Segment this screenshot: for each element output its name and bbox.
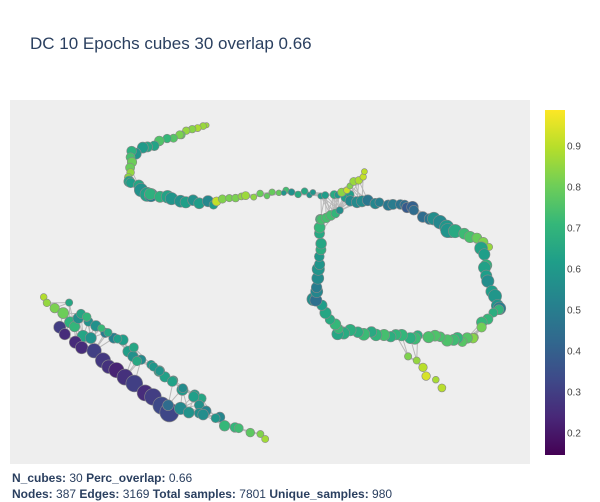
graph-node[interactable] (183, 407, 194, 418)
graph-node[interactable] (264, 193, 270, 199)
graph-node[interactable] (336, 207, 343, 214)
graph-node[interactable] (477, 323, 487, 333)
colorbar-tick-label: 0.9 (567, 141, 581, 152)
unique-samples-value: 980 (372, 487, 392, 501)
colorbar-tick-label: 0.5 (567, 306, 581, 317)
node-layer[interactable] (40, 123, 506, 443)
network-graph[interactable] (10, 100, 530, 464)
edges-label: Edges: (79, 487, 119, 501)
graph-node[interactable] (132, 356, 141, 365)
graph-node[interactable] (85, 332, 96, 343)
summary-line-1: N_cubes: 30 Perc_overlap: 0.66 (12, 470, 392, 486)
graph-node[interactable] (316, 238, 327, 249)
graph-node[interactable] (219, 421, 230, 432)
graph-node[interactable] (251, 194, 257, 200)
graph-node[interactable] (322, 192, 329, 199)
graph-node[interactable] (234, 424, 243, 433)
graph-node[interactable] (43, 299, 51, 307)
graph-node[interactable] (129, 343, 138, 352)
graph-node[interactable] (422, 372, 431, 381)
graph-node[interactable] (246, 428, 255, 437)
graph-node[interactable] (269, 189, 275, 195)
colorbar-gradient (545, 110, 565, 455)
edge-layer (44, 125, 500, 439)
graph-node[interactable] (163, 400, 174, 411)
graph-node[interactable] (409, 205, 419, 215)
graph-node[interactable] (295, 191, 302, 198)
graph-node[interactable] (211, 414, 220, 423)
graph-node[interactable] (58, 308, 69, 319)
nodes-label: Nodes: (12, 487, 53, 501)
colorbar-tick-label: 0.4 (567, 347, 581, 358)
graph-node[interactable] (218, 195, 226, 203)
graph-summary: N_cubes: 30 Perc_overlap: 0.66 Nodes: 38… (12, 470, 392, 502)
colorbar-tick-label: 0.6 (567, 265, 581, 276)
graph-node[interactable] (310, 189, 316, 195)
graph-node[interactable] (59, 329, 70, 340)
graph-node[interactable] (288, 189, 295, 196)
plot-area[interactable] (10, 100, 530, 464)
unique-samples-label: Unique_samples: (269, 487, 368, 501)
graph-node[interactable] (281, 190, 286, 195)
graph-node[interactable] (65, 299, 72, 306)
graph-node[interactable] (257, 190, 264, 197)
graph-node[interactable] (167, 377, 177, 387)
nodes-value: 387 (56, 487, 76, 501)
colorbar-tick-label: 0.7 (567, 224, 581, 235)
graph-node[interactable] (262, 435, 269, 442)
n-cubes-label: N_cubes: (12, 471, 66, 485)
graph-node[interactable] (479, 249, 490, 260)
total-samples-value: 7801 (239, 487, 266, 501)
perc-overlap-label: Perc_overlap: (86, 471, 165, 485)
graph-node[interactable] (423, 331, 434, 342)
graph-node[interactable] (413, 357, 420, 364)
graph-node[interactable] (419, 363, 428, 372)
graph-node[interactable] (404, 353, 411, 360)
colorbar-tick-label: 0.2 (567, 429, 581, 440)
graph-node[interactable] (113, 335, 122, 344)
colorbar-tick-label: 0.8 (567, 183, 581, 194)
graph-node[interactable] (438, 384, 446, 392)
graph-node[interactable] (375, 198, 384, 207)
colorbar (545, 110, 565, 455)
n-cubes-value: 30 (69, 471, 82, 485)
graph-node[interactable] (178, 384, 187, 393)
total-samples-label: Total samples: (153, 487, 236, 501)
perc-overlap-value: 0.66 (169, 471, 192, 485)
graph-node[interactable] (242, 192, 250, 200)
graph-node[interactable] (361, 169, 367, 175)
chart-title: DC 10 Epochs cubes 30 overlap 0.66 (30, 34, 312, 54)
edges-value: 3169 (123, 487, 150, 501)
graph-node[interactable] (104, 328, 112, 336)
graph-node[interactable] (82, 313, 91, 322)
graph-node[interactable] (155, 367, 164, 376)
colorbar-tick-label: 0.3 (567, 388, 581, 399)
colorbar-ticks: 0.2 0.3 0.4 0.5 0.6 0.7 0.8 0.9 (567, 110, 597, 455)
graph-node[interactable] (76, 341, 88, 353)
graph-node[interactable] (432, 376, 439, 383)
graph-node[interactable] (198, 409, 209, 420)
